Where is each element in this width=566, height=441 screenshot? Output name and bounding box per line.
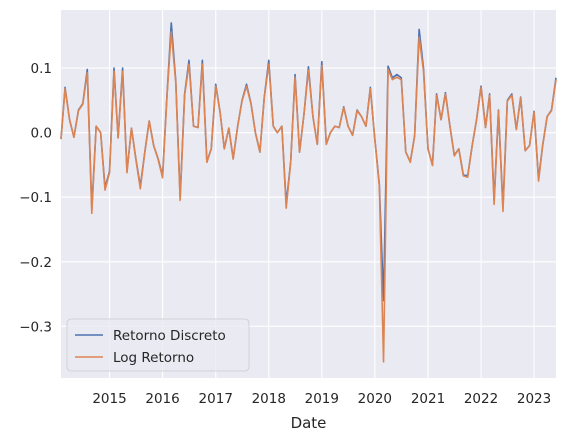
series-layer: [60, 22, 557, 363]
legend: Retorno Discreto Log Retorno: [66, 318, 250, 372]
x-tick-label: 2017: [199, 391, 233, 407]
x-tick-label: 2022: [464, 391, 498, 407]
legend-label: Log Retorno: [113, 350, 194, 366]
y-tick-label: −0.2: [19, 255, 52, 271]
x-tick-label: 2018: [252, 391, 286, 407]
x-tick-label: 2023: [517, 391, 551, 407]
x-tick-label: 2016: [145, 391, 179, 407]
y-tick-label: 0.0: [31, 126, 52, 142]
x-axis-label: Date: [291, 414, 327, 432]
legend-label: Retorno Discreto: [113, 328, 226, 344]
x-tick-label: 2015: [92, 391, 126, 407]
x-tick-label: 2021: [411, 391, 445, 407]
x-tick-labels: 2015 2016 2017 2018 2019 2020 2021 2022 2023: [92, 391, 551, 407]
series-line-1: [60, 31, 557, 363]
legend-frame: [66, 318, 250, 372]
y-tick-label: −0.1: [19, 190, 52, 206]
x-tick-label: 2019: [305, 391, 339, 407]
x-tick-label: 2020: [358, 391, 392, 407]
y-tick-label: −0.3: [19, 319, 52, 335]
y-tick-labels: 0.1 0.0 −0.1 −0.2 −0.3: [19, 61, 52, 335]
y-tick-label: 0.1: [31, 61, 52, 77]
